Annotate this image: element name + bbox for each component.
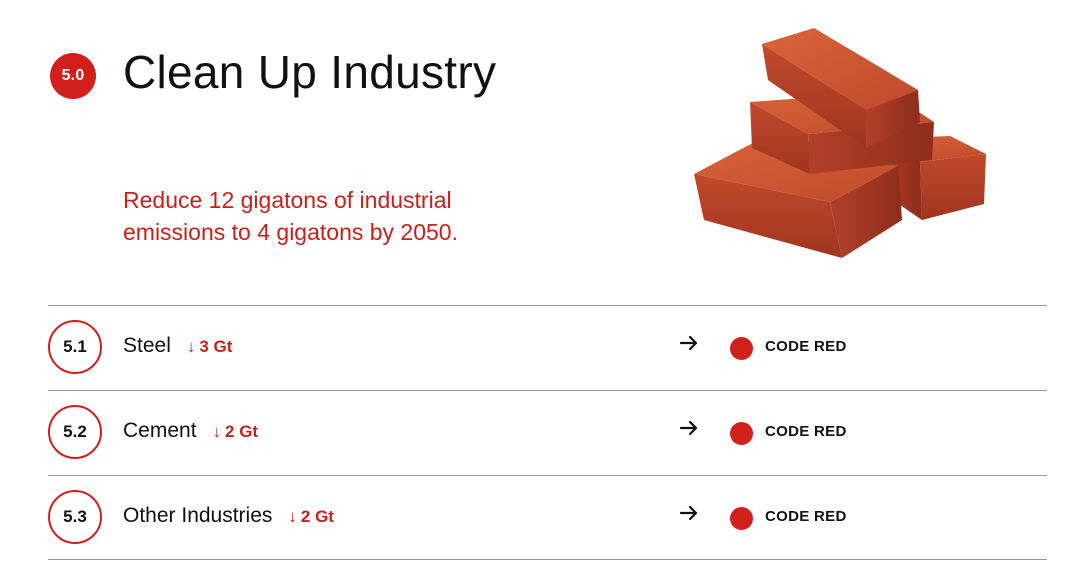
status-dot (730, 422, 753, 445)
brick-top-side (866, 90, 920, 148)
status-label: CODE RED (765, 338, 847, 355)
row-label: Steel ↓ 3 Gt (123, 334, 232, 358)
brick-top-front (762, 44, 866, 148)
divider (48, 390, 1047, 391)
divider (48, 475, 1047, 476)
row-number-badge: 5.2 (48, 405, 102, 459)
arrow-right-icon[interactable] (678, 502, 700, 524)
brick-middle-side (808, 122, 934, 174)
table-row[interactable]: 5.3 Other Industries ↓ 2 Gt CODE RED (48, 476, 1047, 560)
divider-top (48, 305, 1047, 306)
brick-front-left-side (694, 174, 842, 258)
brick-top-top (762, 28, 918, 110)
row-label: Other Industries ↓ 2 Gt (123, 504, 334, 528)
brick-back-right-front (920, 154, 986, 220)
brick-front-left-top (694, 136, 898, 202)
row-reduction: ↓ 2 Gt (213, 422, 259, 442)
row-number-badge: 5.3 (48, 490, 102, 544)
row-name: Other Industries (123, 504, 273, 527)
table-row[interactable]: 5.2 Cement ↓ 2 Gt CODE RED (48, 391, 1047, 475)
reduction-value: 3 Gt (199, 337, 233, 356)
arrow-down-icon: ↓ (288, 507, 297, 526)
arrow-down-icon: ↓ (212, 422, 222, 441)
status-dot (730, 507, 753, 530)
row-number-badge: 5.1 (48, 320, 102, 374)
arrow-right-icon[interactable] (678, 417, 700, 439)
status-label: CODE RED (765, 423, 847, 440)
table-row[interactable]: 5.1 Steel ↓ 3 Gt CODE RED (48, 306, 1047, 390)
row-name: Steel (123, 334, 171, 357)
divider-bottom (48, 559, 1047, 560)
brick-middle-front (750, 102, 810, 174)
row-reduction: ↓ 3 Gt (187, 337, 233, 357)
row-label: Cement ↓ 2 Gt (123, 419, 258, 443)
status-dot (730, 337, 753, 360)
row-name: Cement (123, 419, 197, 442)
bricks-image (694, 28, 986, 258)
page-title: Clean Up Industry (123, 46, 497, 98)
arrow-right-icon[interactable] (678, 332, 700, 354)
status-label: CODE RED (765, 508, 847, 525)
arrow-down-icon: ↓ (186, 337, 196, 356)
reduction-value: 2 Gt (225, 422, 259, 441)
section-number-badge: 5.0 (50, 53, 96, 99)
reduction-value: 2 Gt (300, 507, 334, 526)
row-reduction: ↓ 2 Gt (288, 507, 334, 527)
page-subtitle: Reduce 12 gigatons of industrial emissio… (123, 187, 458, 245)
brick-front-left-front (830, 166, 902, 258)
